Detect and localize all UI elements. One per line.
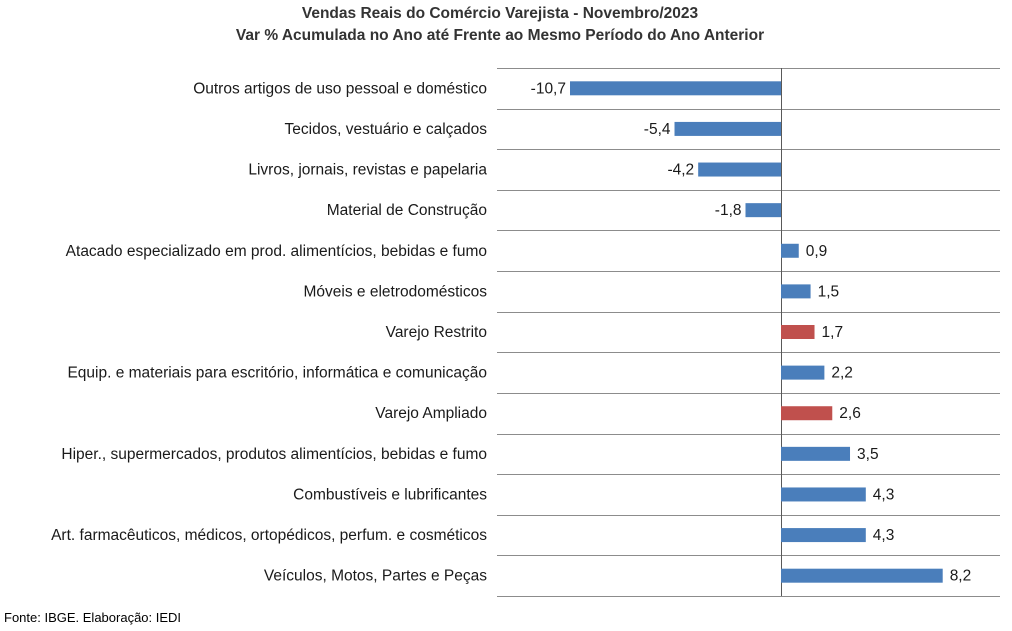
category-labels: Outros artigos de uso pessoal e doméstic… — [51, 80, 487, 584]
category-label: Varejo Restrito — [386, 324, 487, 341]
value-label: -5,4 — [644, 121, 671, 138]
value-label: 4,3 — [873, 486, 895, 503]
bar — [781, 568, 943, 583]
value-label: 1,5 — [818, 283, 840, 300]
value-label: -1,8 — [715, 202, 742, 219]
value-label: 2,2 — [831, 365, 853, 382]
category-label: Outros artigos de uso pessoal e doméstic… — [193, 80, 487, 97]
bar — [781, 243, 799, 258]
value-label: 1,7 — [822, 324, 844, 341]
category-label: Art. farmacêuticos, médicos, ortopédicos… — [51, 527, 487, 544]
category-label: Veículos, Motos, Partes e Peças — [264, 568, 487, 585]
grid-lines — [497, 68, 1000, 597]
category-label: Material de Construção — [327, 202, 487, 219]
category-label: Tecidos, vestuário e calçados — [285, 121, 488, 138]
bar — [698, 162, 781, 177]
value-label: -10,7 — [531, 80, 566, 97]
category-label: Livros, jornais, revistas e papelaria — [248, 162, 487, 179]
bar — [674, 121, 781, 136]
value-label: 3,5 — [857, 446, 879, 463]
bar — [781, 325, 815, 339]
value-label: -4,2 — [667, 162, 694, 179]
category-label: Móveis e eletrodomésticos — [304, 283, 488, 300]
value-label: 8,2 — [950, 568, 972, 585]
bar — [781, 284, 811, 299]
chart-title: Vendas Reais do Comércio Varejista - Nov… — [301, 5, 699, 22]
bar — [781, 487, 866, 502]
category-label: Varejo Ampliado — [375, 405, 487, 422]
category-label: Combustíveis e lubrificantes — [293, 486, 487, 503]
value-label: 0,9 — [806, 243, 828, 260]
category-label: Equip. e materiais para escritório, info… — [67, 365, 487, 382]
category-label: Hiper., supermercados, produtos alimentí… — [61, 446, 487, 463]
value-label: 2,6 — [839, 405, 861, 422]
bar — [781, 365, 825, 380]
value-labels: -10,7 -5,4 -4,2 -1,8 0,9 1,5 1,7 2,2 2,6 3,5 4,3 4,… — [531, 80, 972, 584]
bar — [570, 81, 781, 96]
chart-subtitle: Var % Acumulada no Ano até Frente ao Mes… — [235, 27, 765, 44]
bar — [781, 406, 833, 421]
bar — [745, 203, 781, 218]
bar — [781, 446, 851, 461]
source-note: Fonte: IBGE. Elaboração: IEDI — [4, 610, 182, 625]
bars — [570, 81, 943, 583]
value-label: 4,3 — [873, 527, 895, 544]
category-label: Atacado especializado em prod. alimentíc… — [66, 243, 487, 260]
bar — [781, 528, 866, 543]
